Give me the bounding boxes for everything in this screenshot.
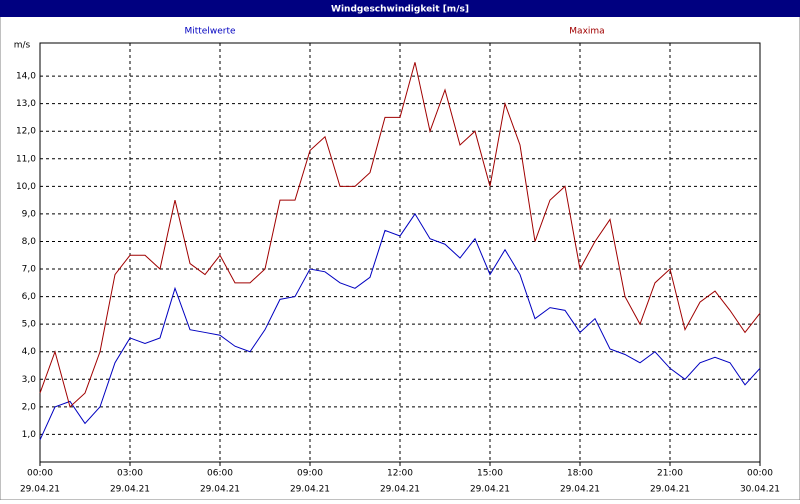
x-tick-label: 06:00	[207, 469, 233, 479]
x-tick-label: 18:00	[567, 469, 593, 479]
y-tick-label: 1,0	[22, 430, 37, 440]
x-tick-label: 00:00	[27, 469, 53, 479]
x-tick-label: 21:00	[657, 469, 683, 479]
legend-label: Maxima	[569, 27, 604, 37]
y-tick-label: 14,0	[16, 72, 36, 82]
y-tick-label: 6,0	[22, 292, 37, 302]
x-tick-date: 29.04.21	[650, 485, 690, 495]
chart-title: Windgeschwindigkeit [m/s]	[331, 5, 469, 15]
x-tick-label: 09:00	[297, 469, 323, 479]
x-tick-date: 29.04.21	[560, 485, 600, 495]
y-tick-label: 2,0	[22, 402, 37, 412]
y-tick-label: 8,0	[22, 237, 37, 247]
y-axis-label: m/s	[14, 41, 31, 51]
x-tick-date: 29.04.21	[200, 485, 240, 495]
x-tick-date: 29.04.21	[470, 485, 510, 495]
x-tick-date: 29.04.21	[20, 485, 60, 495]
x-tick-date: 29.04.21	[380, 485, 420, 495]
x-tick-label: 03:00	[117, 469, 143, 479]
y-tick-label: 13,0	[16, 99, 36, 109]
y-tick-label: 5,0	[22, 320, 37, 330]
y-tick-label: 7,0	[22, 265, 37, 275]
legend-label: Mittelwerte	[184, 27, 235, 37]
y-tick-label: 3,0	[22, 375, 37, 385]
y-tick-label: 11,0	[16, 154, 36, 164]
series-line	[39, 62, 761, 408]
y-tick-label: 9,0	[22, 209, 37, 219]
x-tick-label: 12:00	[387, 469, 413, 479]
x-tick-date: 29.04.21	[290, 485, 330, 495]
x-tick-date: 29.04.21	[110, 485, 150, 495]
x-tick-label: 15:00	[477, 469, 503, 479]
y-tick-label: 10,0	[16, 182, 36, 192]
y-tick-label: 12,0	[16, 127, 36, 137]
x-tick-date: 30.04.21	[740, 485, 780, 495]
x-tick-label: 00:00	[747, 469, 773, 479]
title-bar	[0, 0, 800, 17]
y-tick-label: 4,0	[22, 347, 37, 357]
series-line	[39, 212, 761, 441]
